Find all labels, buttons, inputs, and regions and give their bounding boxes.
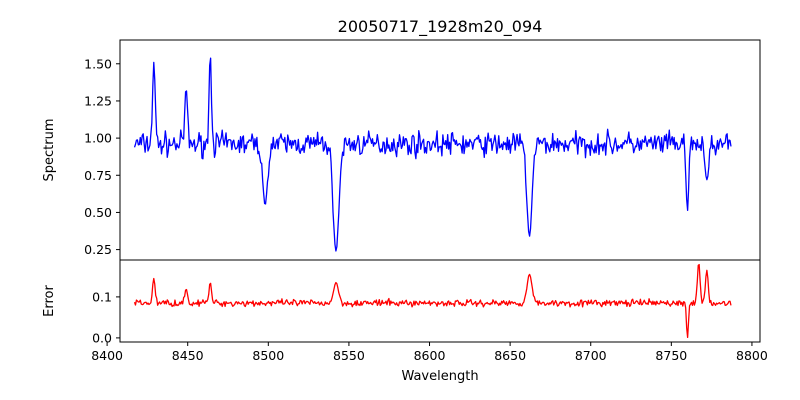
spectrum-panel: 0.25 0.50 0.75 1.00 1.25 1.50 Spectrum: [42, 39, 761, 261]
undefined-y-tick-label: 0.50: [84, 205, 112, 220]
x-tick-label: 8800: [736, 348, 768, 363]
error-y-axis-ticks: 0.0 0.1: [92, 289, 120, 345]
x-tick-label: 8400: [91, 348, 123, 363]
x-tick-label: 8500: [252, 348, 284, 363]
x-axis-ticks: 8400 8450 8500 8550 8600 8650 8700 8750 8800: [91, 342, 768, 363]
undefined-y-tick-label: 1.00: [84, 131, 112, 146]
spectrum-y-axis-ticks: 0.25 0.50 0.75 1.00 1.25 1.50: [84, 56, 120, 257]
x-tick-label: 8450: [172, 348, 204, 363]
spectrum-y-axis-label: Spectrum: [42, 119, 57, 182]
x-tick-label: 8750: [655, 348, 687, 363]
undefined-y-tick-label: 0.1: [92, 289, 112, 304]
undefined-y-tick-label: 1.50: [84, 56, 112, 71]
error-series-line: [133, 263, 732, 339]
error-panel: 0.0 0.1 Error: [42, 259, 761, 345]
x-tick-label: 8600: [414, 348, 446, 363]
x-tick-label: 8650: [494, 348, 526, 363]
x-axis-label: Wavelength: [401, 369, 478, 384]
spectrum-series-line: [133, 57, 732, 252]
undefined-y-tick-label: 0.25: [84, 242, 112, 257]
undefined-y-tick-label: 0.0: [92, 330, 112, 345]
error-y-axis-label: Error: [42, 285, 57, 317]
x-tick-label: 8550: [333, 348, 365, 363]
undefined-y-tick-label: 1.25: [84, 93, 112, 108]
x-tick-label: 8700: [575, 348, 607, 363]
undefined-y-tick-label: 0.75: [84, 168, 112, 183]
error-plot-frame: [119, 259, 761, 343]
chart-title: 20050717_1928m20_094: [338, 17, 543, 37]
